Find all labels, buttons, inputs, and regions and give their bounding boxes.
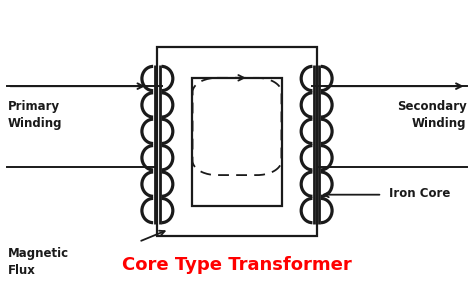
Text: Secondary
Winding: Secondary Winding bbox=[397, 100, 466, 130]
Text: Iron Core: Iron Core bbox=[389, 187, 451, 200]
Bar bbox=[157, 47, 317, 236]
Bar bbox=[192, 78, 282, 206]
Text: Primary
Winding: Primary Winding bbox=[8, 100, 62, 130]
Text: Core Type Transformer: Core Type Transformer bbox=[122, 256, 352, 274]
Text: Magnetic
Flux: Magnetic Flux bbox=[8, 247, 69, 277]
